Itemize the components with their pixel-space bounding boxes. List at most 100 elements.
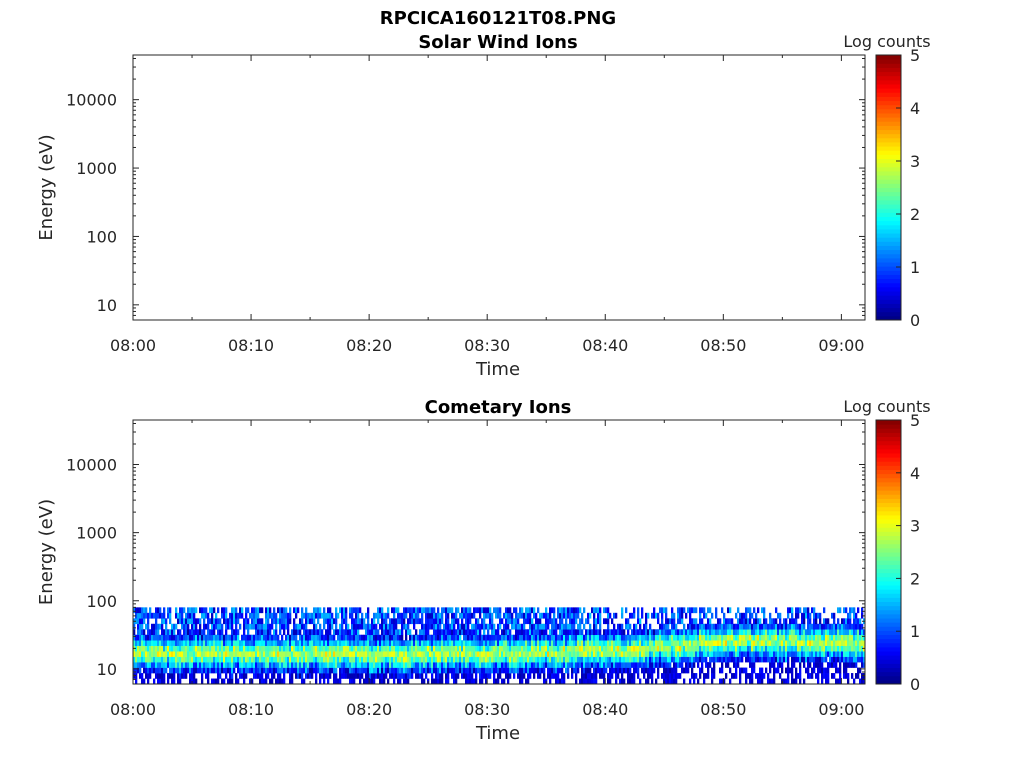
spectrogram-cell bbox=[591, 656, 594, 663]
spectrogram-cell bbox=[589, 651, 592, 657]
spectrogram-cell bbox=[419, 662, 422, 668]
spectrogram-cell bbox=[399, 678, 402, 685]
spectrogram-cell bbox=[543, 634, 546, 641]
spectrogram-cell bbox=[475, 678, 478, 685]
spectrogram-cell bbox=[513, 618, 516, 625]
spectrogram-cell bbox=[581, 640, 584, 646]
spectrogram-cell bbox=[857, 651, 860, 657]
spectrogram-cell bbox=[745, 623, 748, 630]
spectrogram-cell bbox=[519, 607, 522, 614]
spectrogram-cell bbox=[739, 618, 742, 625]
spectrogram-cell bbox=[485, 678, 488, 685]
spectrogram-cell bbox=[359, 623, 362, 630]
spectrogram-cell bbox=[259, 607, 262, 614]
spectrogram-cell bbox=[767, 629, 770, 636]
spectrogram-cell bbox=[803, 607, 806, 614]
spectrogram-cell bbox=[273, 662, 276, 668]
spectrogram-cell bbox=[453, 667, 456, 674]
spectrogram-cell bbox=[627, 662, 630, 668]
spectrogram-cell bbox=[201, 662, 204, 668]
spectrogram-cell bbox=[325, 634, 328, 641]
spectrogram-cell bbox=[425, 667, 428, 674]
spectrogram-cell bbox=[159, 662, 162, 668]
spectrogram-cell bbox=[247, 629, 250, 636]
spectrogram-cell bbox=[503, 656, 506, 663]
spectrogram-cell bbox=[471, 678, 474, 685]
spectrogram-cell bbox=[195, 667, 198, 674]
spectrogram-cell bbox=[683, 656, 686, 663]
spectrogram-cell bbox=[335, 623, 338, 630]
spectrogram-cell bbox=[611, 656, 614, 663]
spectrogram-cell bbox=[325, 629, 328, 636]
colorbar-swatch bbox=[876, 83, 901, 89]
spectrogram-cell bbox=[505, 618, 508, 625]
spectrogram-cell bbox=[367, 673, 370, 679]
spectrogram-cell bbox=[205, 673, 208, 679]
spectrogram-cell bbox=[433, 678, 436, 685]
spectrogram-cell bbox=[525, 640, 528, 646]
spectrogram-cell bbox=[667, 651, 670, 657]
spectrogram-cell bbox=[811, 667, 814, 674]
spectrogram-cell bbox=[511, 651, 514, 657]
spectrogram-cell bbox=[177, 618, 180, 625]
spectrogram-cell bbox=[427, 612, 430, 619]
spectrogram-cell bbox=[719, 656, 722, 663]
spectrogram-cell bbox=[455, 662, 458, 668]
spectrogram-cell bbox=[707, 618, 710, 625]
spectrogram-cell bbox=[271, 645, 274, 652]
spectrogram-cell bbox=[657, 656, 660, 663]
spectrogram-cell bbox=[777, 656, 780, 663]
spectrogram-cell bbox=[457, 634, 460, 641]
spectrogram-cell bbox=[375, 656, 378, 663]
spectrogram-cell bbox=[189, 634, 192, 641]
spectrogram-cell bbox=[329, 618, 332, 625]
spectrogram-cell bbox=[651, 656, 654, 663]
spectrogram-cell bbox=[461, 667, 464, 674]
spectrogram-cell bbox=[181, 640, 184, 646]
spectrogram-cell bbox=[797, 634, 800, 641]
spectrogram-cell bbox=[427, 651, 430, 657]
x-axis-label: Time bbox=[475, 723, 520, 744]
spectrogram-cell bbox=[501, 629, 504, 636]
spectrogram-cell bbox=[153, 645, 156, 652]
colorbar-swatch bbox=[876, 679, 901, 685]
spectrogram-cell bbox=[219, 662, 222, 668]
spectrogram-cell bbox=[167, 651, 170, 657]
spectrogram-cell bbox=[863, 656, 866, 663]
spectrogram-cell bbox=[213, 629, 216, 636]
spectrogram-cell bbox=[449, 667, 452, 674]
spectrogram-cell bbox=[347, 640, 350, 646]
spectrogram-cell bbox=[557, 678, 560, 685]
spectrogram-cell bbox=[753, 640, 756, 646]
spectrogram-cell bbox=[261, 607, 264, 614]
spectrogram-cell bbox=[493, 651, 496, 657]
spectrogram-cell bbox=[775, 634, 778, 641]
spectrogram-cell bbox=[821, 667, 824, 674]
spectrogram-cell bbox=[323, 645, 326, 652]
spectrogram-cell bbox=[247, 607, 250, 614]
spectrogram-cell bbox=[425, 607, 428, 614]
x-axis-label: Time bbox=[475, 359, 520, 380]
spectrogram-cell bbox=[343, 612, 346, 619]
spectrogram-cell bbox=[433, 612, 436, 619]
spectrogram-cell bbox=[407, 640, 410, 646]
spectrogram-cell bbox=[667, 662, 670, 668]
spectrogram-cell bbox=[387, 640, 390, 646]
spectrogram-cell bbox=[391, 645, 394, 652]
spectrogram-cell bbox=[421, 612, 424, 619]
spectrogram-cell bbox=[681, 640, 684, 646]
spectrogram-cell bbox=[257, 662, 260, 668]
spectrogram-cell bbox=[593, 607, 596, 614]
spectrogram-cell bbox=[739, 678, 742, 685]
spectrogram-cell bbox=[469, 634, 472, 641]
spectrogram-cell bbox=[321, 629, 324, 636]
spectrogram-cell bbox=[819, 629, 822, 636]
spectrogram-cell bbox=[783, 618, 786, 625]
spectrogram-cell bbox=[365, 673, 368, 679]
spectrogram-cell bbox=[459, 651, 462, 657]
spectrogram-cell bbox=[199, 618, 202, 625]
spectrogram-cell bbox=[599, 612, 602, 619]
spectrogram-cell bbox=[671, 618, 674, 625]
spectrogram-cell bbox=[549, 673, 552, 679]
spectrogram-cell bbox=[157, 678, 160, 685]
